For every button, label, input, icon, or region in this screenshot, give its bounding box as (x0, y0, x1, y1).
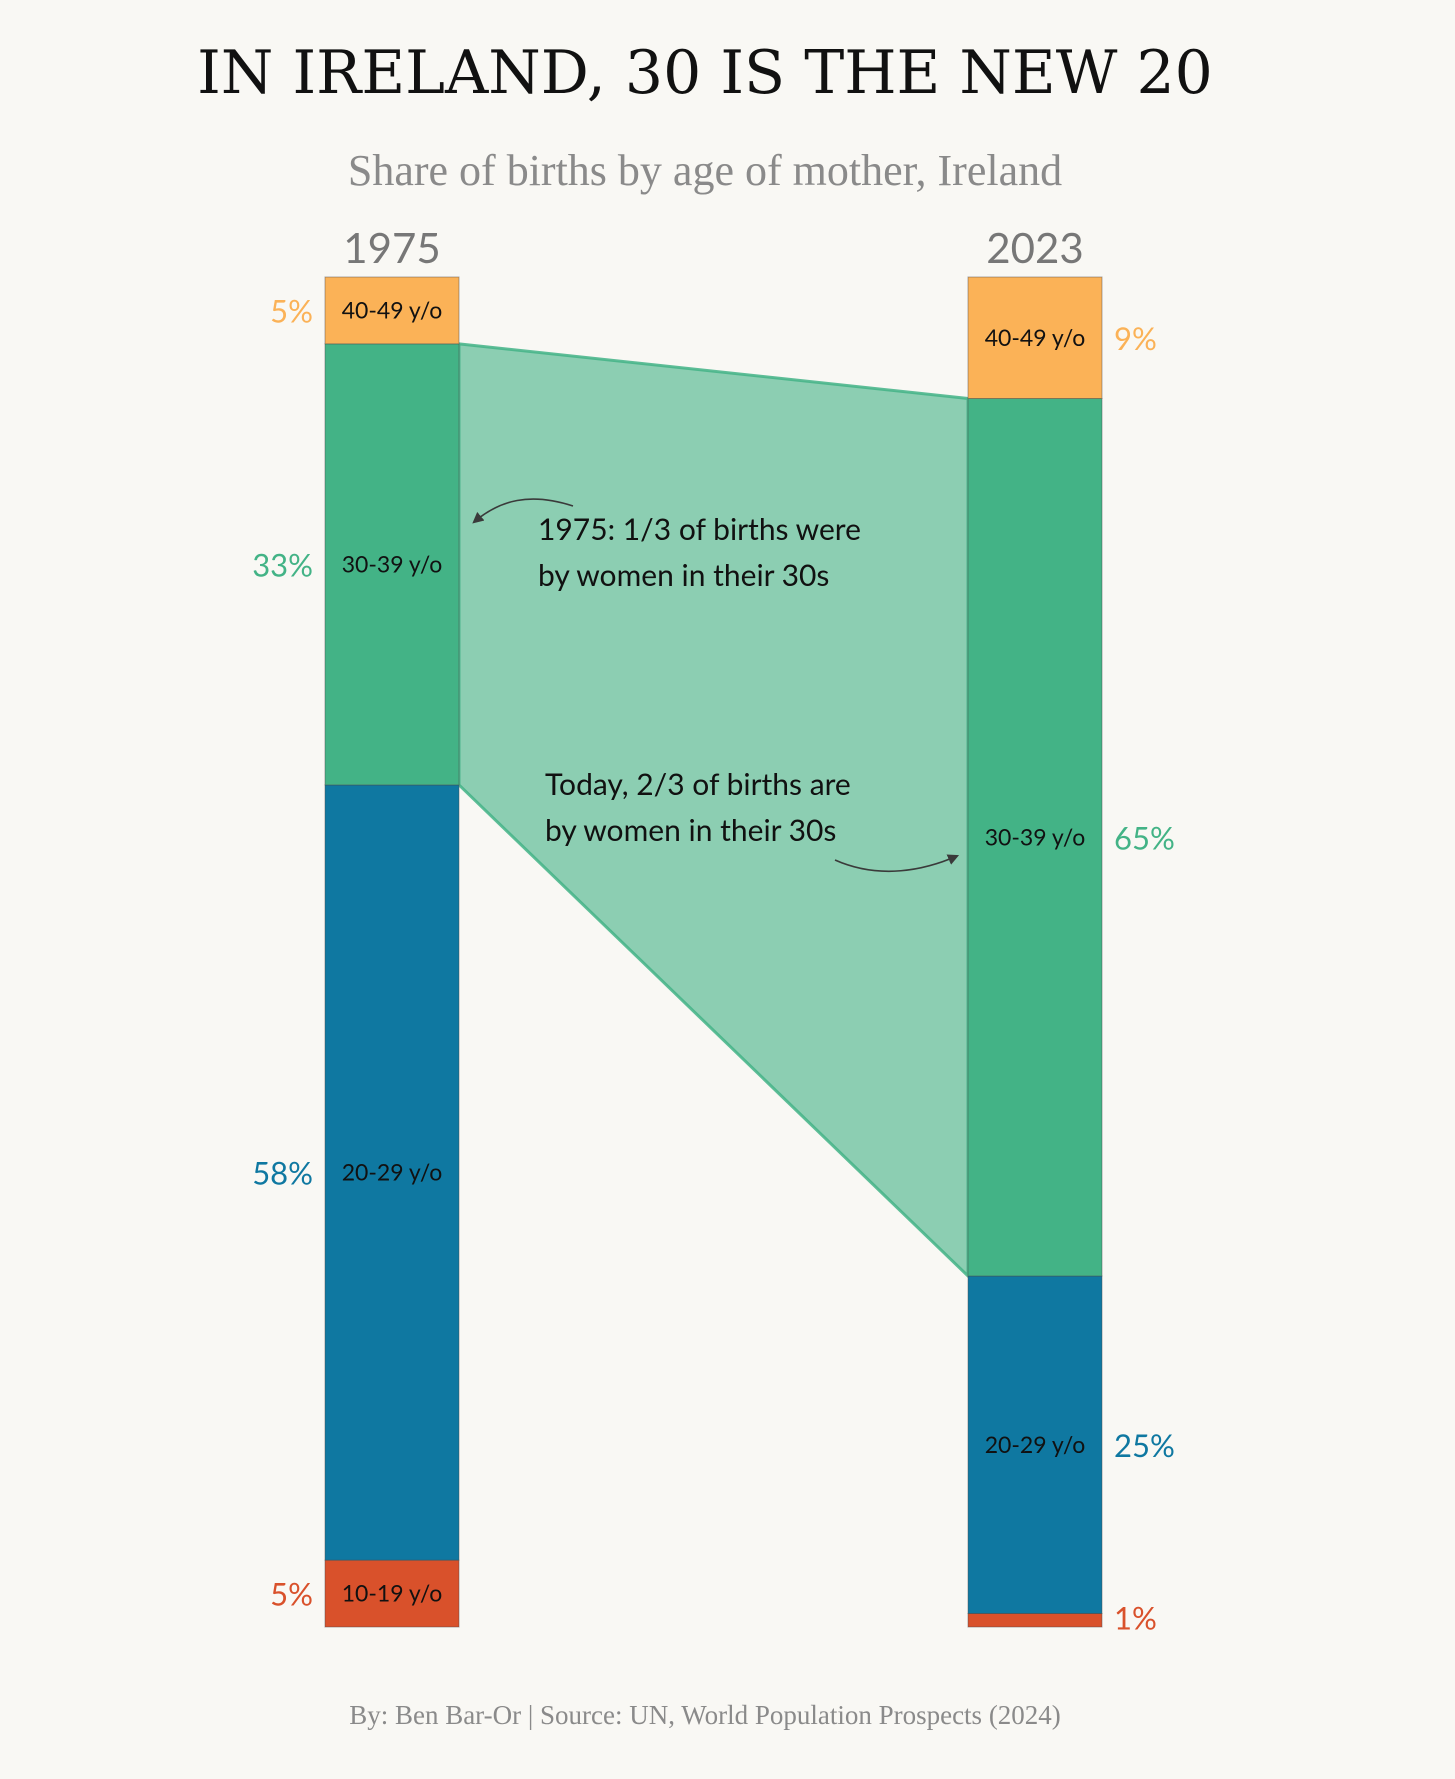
annotation-1-line-1: 1975: 1/3 of births were (538, 511, 861, 547)
percent-label-2023-20-29: 25% (1114, 1426, 1175, 1464)
annotation-2-line-1: Today, 2/3 of births are (545, 766, 851, 802)
bar-segment-1975-10-19 (324, 1559, 460, 1628)
bar-segment-1975-20-29 (324, 784, 460, 1561)
chart-title: IN IRELAND, 30 IS THE NEW 20 (197, 38, 1213, 108)
category-label-2023: 2023 (986, 222, 1083, 272)
highlight-band-30-39 (457, 342, 970, 1280)
annotation-1-arrow (472, 498, 574, 524)
percent-label-2023-10-19: 1% (1114, 1599, 1157, 1637)
percent-label-1975-40-49: 5% (270, 291, 313, 329)
bar-segment-1975-40-49 (324, 276, 460, 345)
bar-segment-1975-30-39 (324, 343, 460, 786)
category-label-1975: 1975 (343, 222, 440, 272)
bar-segment-2023-20-29 (967, 1275, 1103, 1614)
segment-label-1975-20-29: 20-29 y/o (342, 1158, 443, 1186)
percent-label-2023-30-39: 65% (1114, 818, 1175, 856)
segment-label-1975-10-19: 10-19 y/o (342, 1579, 443, 1607)
segment-label-1975-30-39: 30-39 y/o (342, 549, 443, 577)
bar-segment-2023-30-39 (967, 398, 1103, 1277)
percent-label-1975-30-39: 33% (252, 545, 313, 583)
segment-label-2023-30-39: 30-39 y/o (985, 822, 1086, 850)
bar-segment-2023-40-49 (967, 276, 1103, 399)
segment-label-2023-20-29: 20-29 y/o (985, 1430, 1086, 1458)
annotation-2-line-2: by women in their 30s (545, 812, 836, 848)
chart-subtitle: Share of births by age of mother, Irelan… (347, 146, 1063, 195)
annotation-2-arrow (834, 854, 960, 873)
bar-segment-2023-10-19 (967, 1613, 1103, 1628)
segment-label-1975-40-49: 40-49 y/o (342, 295, 443, 323)
percent-label-2023-40-49: 9% (1114, 319, 1157, 357)
percent-label-1975-20-29: 58% (252, 1154, 313, 1192)
annotation-1-line-2: by women in their 30s (538, 557, 829, 593)
segment-label-2023-40-49: 40-49 y/o (985, 323, 1086, 351)
percent-label-1975-10-19: 5% (270, 1575, 313, 1613)
source-caption: By: Ben Bar-Or | Source: UN, World Popul… (349, 1700, 1061, 1730)
